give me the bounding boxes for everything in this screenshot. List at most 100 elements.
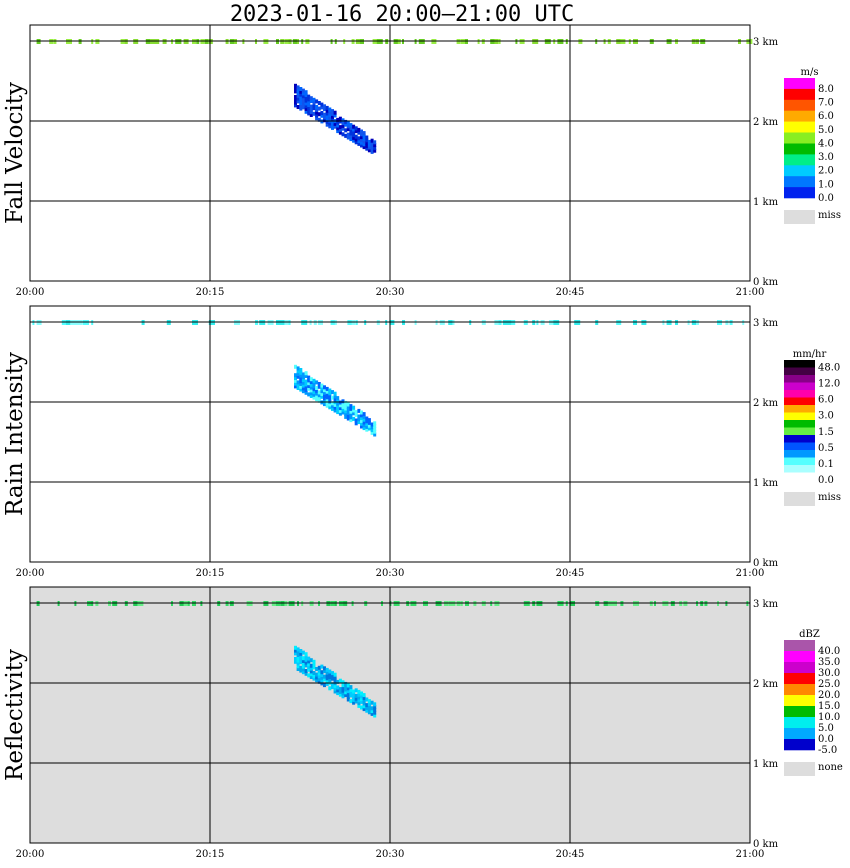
echo-cell — [312, 100, 316, 105]
echo-cell — [346, 121, 350, 126]
echo-cell — [299, 373, 303, 378]
echo-cell — [325, 386, 329, 391]
echo-cell — [325, 114, 329, 119]
echo-cell — [336, 401, 340, 406]
echo-cell — [320, 386, 324, 391]
echo-cell — [362, 417, 366, 422]
echo-cell — [349, 409, 353, 414]
echo-cell — [328, 669, 332, 674]
legend-swatch — [784, 450, 815, 458]
echo-cell — [360, 129, 363, 134]
echo-cell — [309, 380, 313, 384]
echo-cell — [360, 691, 363, 696]
echo-cell — [333, 121, 337, 126]
echo-cell — [317, 396, 321, 400]
echo-cell — [312, 395, 316, 400]
echo-cell — [367, 704, 371, 709]
echo-cell — [294, 89, 297, 94]
echo-cell — [338, 127, 342, 132]
legend-swatch — [784, 405, 815, 413]
legend-unit: dBZ — [799, 629, 820, 640]
echo-cell — [341, 410, 345, 415]
echo-cell — [299, 95, 303, 100]
legend-label: 5.0 — [818, 723, 834, 734]
panel-2: Reflectivity 20:00 20:15 20:30 20:45 21:000 k… — [2, 586, 843, 860]
echo-cell — [309, 391, 313, 396]
echo-cell — [294, 381, 297, 386]
echo-cell — [301, 94, 305, 99]
figure-title: 2023-01-16 20:00–21:00 UTC — [230, 2, 574, 27]
echo-cell — [331, 125, 334, 130]
echo-cell — [352, 135, 356, 140]
echo-cell — [349, 687, 353, 692]
echo-cell — [344, 409, 348, 414]
echo-cell — [294, 659, 297, 664]
echo-cell — [354, 688, 358, 693]
echo-cell — [362, 695, 366, 700]
echo-cell — [338, 116, 342, 121]
echo-cell — [341, 404, 345, 409]
echo-cell — [301, 664, 305, 669]
echo-cell — [352, 408, 356, 413]
echo-cell — [354, 410, 358, 415]
echo-cell — [304, 382, 308, 387]
legend-unit: mm/hr — [793, 349, 827, 360]
echo-cell — [328, 391, 332, 396]
echo-cell — [349, 137, 353, 142]
echo-cell — [307, 97, 311, 102]
echo-cell — [307, 656, 311, 661]
echo-cell — [370, 706, 374, 711]
echo-cell — [299, 370, 303, 375]
echo-cell — [349, 690, 353, 695]
echo-cell — [323, 115, 326, 120]
echo-cell — [320, 678, 324, 683]
y-tick-label: 0 km — [753, 839, 779, 850]
echo-cell — [307, 386, 311, 391]
echo-cell — [315, 675, 319, 680]
echo-cell — [315, 667, 319, 671]
echo-cell — [341, 680, 345, 685]
x-tick-label: 20:30 — [376, 568, 405, 579]
echo-cell — [331, 404, 334, 409]
y-axis-label: Reflectivity — [2, 649, 28, 781]
echo-cell — [320, 392, 324, 396]
echo-cell — [320, 383, 324, 388]
echo-cell — [320, 675, 324, 680]
plot-frame — [29, 24, 751, 282]
plot-frame — [29, 586, 751, 844]
echo-cell — [370, 425, 374, 430]
legend-swatch — [784, 390, 815, 398]
color-legend: dBZ -5.00.05.010.015.020.025.030.035.040.… — [784, 629, 843, 776]
echo-cell — [299, 660, 303, 665]
echo-cell — [341, 407, 345, 412]
echo-cell — [301, 99, 305, 104]
legend-swatch — [784, 176, 815, 188]
echo-cell — [307, 659, 311, 664]
x-tick-label: 21:00 — [736, 287, 765, 298]
x-tick-label: 20:45 — [556, 849, 585, 860]
echo-cell — [312, 387, 316, 392]
echo-cell — [357, 136, 361, 141]
legend-label: 10.0 — [818, 712, 840, 723]
echo-cell — [325, 395, 329, 400]
echo-cell — [299, 651, 303, 656]
echo-cell — [296, 99, 300, 104]
echo-cell — [328, 396, 332, 401]
echo-cell — [373, 143, 377, 148]
echo-cell — [344, 406, 348, 411]
echo-cell — [346, 694, 350, 699]
echo-cell — [299, 89, 303, 94]
echo-cell — [328, 402, 332, 407]
echo-cell — [304, 379, 308, 384]
echo-cell — [299, 92, 303, 97]
echo-cell — [349, 412, 353, 417]
echo-cell — [315, 116, 319, 121]
echo-cell — [294, 100, 297, 105]
echo-cell — [331, 123, 334, 128]
echo-cell — [294, 95, 297, 99]
echo-cell — [312, 390, 316, 394]
echo-cell — [304, 385, 308, 390]
echo-cell — [370, 428, 374, 433]
x-tick-label: 20:15 — [196, 568, 225, 579]
echo-cell — [346, 402, 350, 407]
